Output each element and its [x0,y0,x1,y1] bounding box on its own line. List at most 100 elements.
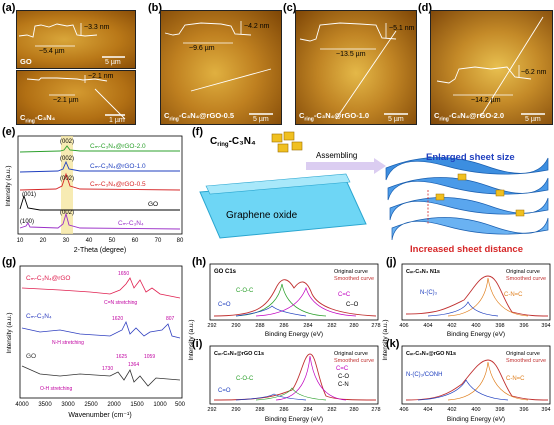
afm-image-rgo-05: ~4.2 nm ~9.6 µm 5 µm Cring-C₃N₄@rGO-0.5 [160,10,282,125]
svg-text:Intensity (a.u.): Intensity (a.u.) [382,319,389,360]
ftir-xtick: 2500 [84,402,98,408]
ftir-xtick: 500 [175,402,186,408]
intercalated-cring-icon [435,173,525,217]
xps-k-legend: Smoothed curve [506,358,546,364]
xps-go-c1s: GO C1s Original curve Smoothed curve C-O… [207,263,381,338]
xrd-series-rgo-20 [19,145,180,153]
xps-k-title: Cₘ-C₃N₄@rGO N1s [406,351,456,357]
enlarged-label: Enlarged sheet size [426,152,515,163]
xps-k-xlabel: Binding Energy (eV) [447,416,505,423]
xps-h-xtick: 282 [327,323,336,329]
afm-d-height: ~6.2 nm [521,69,547,76]
xps-j-title: Cₘ-C₃N₄ N1s [406,269,440,275]
xps-i-xtick: 284 [303,407,312,413]
afm-d-width: ~14.2 µm [471,97,501,104]
xps-hi-ylabel: Intensity (a.u.) [188,319,195,360]
afm-image-cring: ~2.1 nm ~2.1 µm 1 µm Cring-C₃N₄ [16,70,136,125]
xps-h-legend: Smoothed curve [334,276,374,282]
xps-k-xtick: 394 [541,407,550,413]
afm-image-go: ~3.3 nm ~5.4 µm 5 µm GO [16,10,136,69]
stacked-sheet [385,157,549,181]
ftir-annotation: 1730 [102,366,113,372]
afm-go-height: ~3.3 nm [84,24,110,31]
afm-image-rgo-20: ~6.2 nm ~14.2 µm 5 µm Cring-C₃N₄@rGO-2.0 [430,10,553,125]
ftir-label-cring: Cₘ-C₃N₄ [26,313,52,320]
xrd-xtick: 10 [17,238,24,244]
xrd-xtick: 20 [40,238,47,244]
panel-h-label: (h) [192,256,207,268]
ftir-xtick: 3000 [61,402,75,408]
xps-i-xlabel: Binding Energy (eV) [265,416,323,423]
xps-cring-n1s: Cₘ-C₃N₄ N1s Original curve Smoothed curv… [399,263,551,338]
panel-g-label: (g) [2,256,17,268]
ftir-annotation: 807 [166,316,175,322]
ftir-xticks: 4000 3500 3000 2500 2000 1500 1000 500 [15,402,185,408]
xps-j-xtick: 402 [447,323,456,329]
graphene-oxide-label: Graphene oxide [226,210,298,221]
xps-i-legend: Smoothed curve [334,358,374,364]
panel-i-label: (i) [192,338,203,350]
panel-b-label: (b) [148,2,163,14]
xrd-xlabel: 2-Theta (degree) [74,247,127,254]
ftir-annotation: 1620 [112,316,123,322]
ftir-xlabel: Wavenumber (cm⁻¹) [68,412,131,419]
afm-image-rgo-10: ~5.1 nm ~13.5 µm 5 µm Cring-C₃N₄@rGO-1.0 [295,10,417,125]
afm-c-width: ~13.5 µm [336,51,366,58]
xps-i-xtick: 288 [255,407,264,413]
xps-j-xtick: 396 [519,323,528,329]
xps-i-peak: C=O [218,388,231,394]
xps-k-peak: C-N=C [506,376,525,382]
xrd-xtick: 70 [155,238,162,244]
afm-d-scale: 5 µm [525,116,541,123]
ftir-annotation: 1650 [118,271,129,277]
xps-jk-ylabel: Intensity (a.u.) [382,319,389,360]
afm-b-caption: Cring-C₃N₄@rGO-0.5 [164,111,235,123]
ftir-ylabel: Intensity (a.u.) [6,312,13,353]
afm-cring-scale: 1 µm [109,117,125,124]
afm-cring-caption: Cring-C₃N₄ [20,113,56,125]
xrd-peak-label: (002) [60,139,74,145]
xps-h-title: GO C1s [214,269,237,275]
afm-c-height: ~5.1 nm [389,25,415,32]
afm-d-caption: Cring-C₃N₄@rGO-2.0 [434,111,505,123]
xps-i-legend: Original curve [334,351,368,357]
xps-k-xtick: 404 [423,407,432,413]
ftir-annotation: C=N stretching [104,300,137,306]
xps-k-xtick: 402 [447,407,456,413]
xps-h-peak: C-O-C [236,288,254,294]
xrd-peak-label: (002) [60,176,74,182]
xps-i-peak: C-N [338,382,349,388]
xps-k-xtick: 396 [519,407,528,413]
afm-cring-height: ~2.1 nm [88,73,114,80]
xps-h-xtick: 286 [279,323,288,329]
ftir-xtick: 3500 [38,402,52,408]
ftir-plot: 4000 3500 3000 2500 2000 1500 1000 500 W… [6,265,186,419]
xps-i-peak: C-O-C [236,376,254,382]
ftir-annotation: O-H stretching [40,386,72,392]
xps-i-title: Cₘ-C₃N₄@rGO C1s [214,351,264,357]
xps-h-peak: C=C [338,292,351,298]
xrd-series-cring [19,212,181,230]
xps-k-xtick: 398 [495,407,504,413]
ftir-series-cring [21,320,181,339]
afm-cring-width: ~2.1 µm [53,97,79,104]
xps-j-legend: Original curve [506,269,540,275]
xps-k-peak: N-(C)₃/CONH [406,372,442,378]
increased-label: Increased sheet distance [410,244,523,255]
xps-i-xtick: 280 [349,407,358,413]
xps-h-xlabel: Binding Energy (eV) [265,331,323,338]
ftir-label-rgo: Cₘ-C₃N₄@rGO [26,275,70,282]
xps-h-xtick: 284 [303,323,312,329]
xps-k-xtick: 406 [399,407,408,413]
panel-d-label: (d) [418,2,433,14]
xps-h-legend: Original curve [334,269,368,275]
xrd-series-go [19,194,180,211]
xrd-legend-cring: Cₘ-C₃N₄ [118,220,144,227]
xps-h-peak: C–O [346,302,359,308]
xrd-peak-label: (001) [22,192,36,198]
xps-j-xtick: 404 [423,323,432,329]
xps-j-xtick: 406 [399,323,408,329]
xrd-legend-go: GO [148,201,158,208]
xps-j-peak: C-N=C [504,292,523,298]
afm-go-caption: GO [20,57,32,66]
